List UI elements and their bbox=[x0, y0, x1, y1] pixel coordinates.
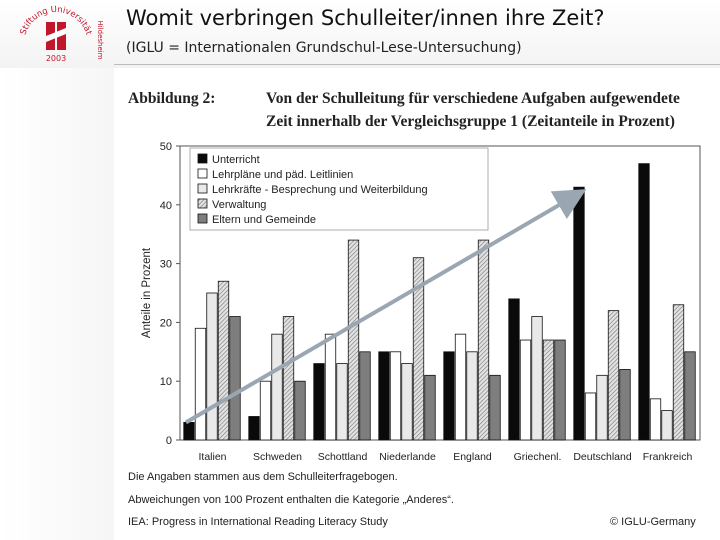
logo-emblem bbox=[46, 22, 66, 50]
y-tick-label: 0 bbox=[166, 435, 172, 447]
legend-label: Lehrkräfte - Besprechung und Weiterbildu… bbox=[212, 184, 428, 196]
x-tick-label: Deutschland bbox=[573, 451, 632, 463]
y-tick-label: 40 bbox=[160, 200, 172, 212]
logo-side-text: Hildesheim bbox=[96, 20, 104, 59]
bar-black-3 bbox=[378, 351, 390, 441]
bar-light-6 bbox=[596, 374, 608, 441]
x-tick-label: Schweden bbox=[253, 451, 302, 463]
x-tick-label: Italien bbox=[198, 451, 226, 463]
bar-gray-3 bbox=[424, 374, 436, 441]
legend-swatch bbox=[197, 183, 208, 194]
bar-white-0 bbox=[194, 327, 207, 441]
bar-light-2 bbox=[336, 363, 348, 441]
y-tick-label: 10 bbox=[160, 376, 172, 388]
slide-subtitle: (IGLU = Internationalen Grundschul-Lese-… bbox=[126, 40, 522, 56]
x-tick-label: Griechenl. bbox=[514, 451, 562, 463]
bar-hatched-0 bbox=[217, 280, 230, 441]
x-tick-label: Niederlande bbox=[379, 451, 436, 463]
y-tick-label: 50 bbox=[160, 141, 172, 153]
header-divider bbox=[114, 64, 720, 65]
bar-black-5 bbox=[508, 298, 520, 441]
bar-gray-4 bbox=[489, 374, 501, 441]
x-tick-label: Schottland bbox=[318, 451, 368, 463]
legend-box bbox=[189, 147, 489, 231]
y-tick-label: 30 bbox=[160, 259, 172, 271]
bar-gray-1 bbox=[294, 380, 306, 441]
bar-gray-6 bbox=[619, 369, 631, 441]
bar-white-4 bbox=[454, 333, 467, 441]
slide-title: Womit verbringen Schulleiter/innen ihre … bbox=[126, 6, 605, 30]
bar-black-4 bbox=[443, 351, 455, 441]
figure-heading-line1: Von der Schulleitung für verschiedene Au… bbox=[266, 90, 680, 107]
bar-white-2 bbox=[324, 333, 337, 441]
legend-label: Unterricht bbox=[212, 154, 260, 166]
bar-white-7 bbox=[649, 398, 662, 441]
footnote-line1: Die Angaben stammen aus dem Schulleiterf… bbox=[128, 471, 398, 483]
logo-year: 2003 bbox=[46, 54, 66, 63]
figure-label: Abbildung 2: bbox=[128, 90, 216, 107]
bar-hatched-2 bbox=[347, 239, 360, 441]
legend-label: Verwaltung bbox=[212, 199, 266, 211]
bar-gray-7 bbox=[684, 351, 696, 441]
bar-white-3 bbox=[389, 351, 402, 441]
bar-white-1 bbox=[259, 380, 272, 441]
bar-light-1 bbox=[271, 333, 283, 441]
university-logo: Stiftung Universität Hildesheim 2003 bbox=[19, 5, 104, 63]
legend-swatch bbox=[197, 168, 208, 179]
bar-white-5 bbox=[519, 339, 532, 441]
bar-hatched-4 bbox=[477, 239, 490, 441]
bar-hatched-1 bbox=[282, 316, 295, 441]
bar-hatched-5 bbox=[542, 339, 555, 441]
legend-label: Lehrpläne und päd. Leitlinien bbox=[212, 169, 353, 181]
bar-gray-2 bbox=[359, 351, 371, 441]
bar-black-6 bbox=[573, 186, 585, 441]
figure-heading-line2: Zeit innerhalb der Vergleichsgruppe 1 (Z… bbox=[266, 113, 675, 130]
legend-swatch bbox=[197, 198, 208, 209]
bar-black-7 bbox=[638, 163, 650, 441]
slide-header: Stiftung Universität Hildesheim 2003 Wom… bbox=[0, 0, 720, 68]
bar-black-1 bbox=[248, 416, 260, 441]
bar-light-4 bbox=[466, 351, 478, 441]
copyright-note: © IGLU-Germany bbox=[610, 516, 696, 528]
bar-gray-5 bbox=[554, 339, 566, 441]
x-tick-label: England bbox=[453, 451, 492, 463]
bar-light-5 bbox=[531, 316, 543, 441]
bar-black-2 bbox=[313, 363, 325, 441]
legend-label: Eltern und Gemeinde bbox=[212, 214, 316, 226]
legend-swatch bbox=[197, 213, 208, 224]
trend-arrow bbox=[184, 189, 587, 425]
x-tick-label: Frankreich bbox=[643, 451, 693, 463]
bar-black-0 bbox=[183, 421, 195, 441]
bar-gray-0 bbox=[229, 316, 241, 441]
bar-hatched-7 bbox=[672, 304, 685, 441]
bar-white-6 bbox=[584, 392, 597, 441]
left-margin-band bbox=[0, 68, 114, 540]
bar-light-7 bbox=[661, 410, 673, 441]
y-axis-label: Anteile in Prozent bbox=[141, 247, 153, 338]
bar-hatched-6 bbox=[607, 310, 620, 441]
bar-light-0 bbox=[206, 292, 218, 441]
footnote-line2: Abweichungen von 100 Prozent enthalten d… bbox=[128, 494, 454, 506]
source-note: IEA: Progress in International Reading L… bbox=[128, 516, 388, 528]
bar-hatched-3 bbox=[412, 257, 425, 441]
legend-swatch bbox=[197, 153, 208, 164]
y-tick-label: 20 bbox=[160, 317, 172, 329]
bar-light-3 bbox=[401, 363, 413, 441]
